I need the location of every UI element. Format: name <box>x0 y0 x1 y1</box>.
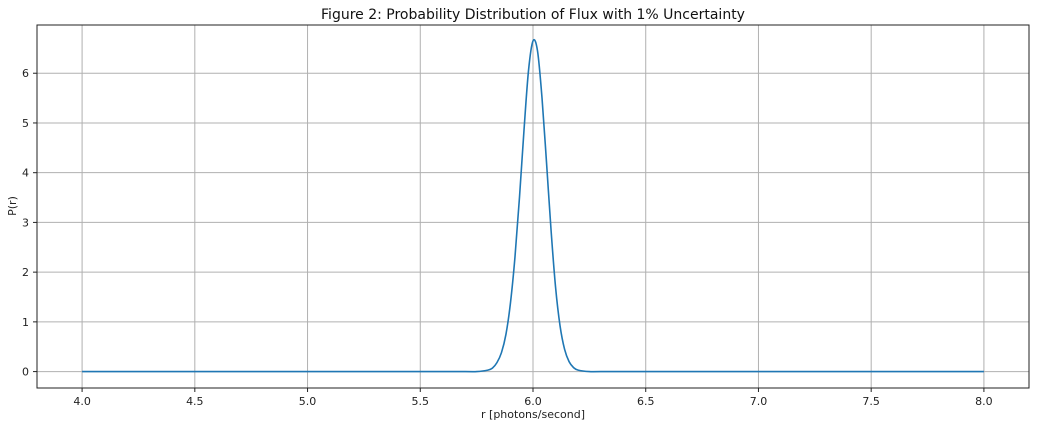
series-layer <box>82 38 984 373</box>
x-tick-label: 5.5 <box>412 395 430 408</box>
y-tick-label: 6 <box>22 67 29 80</box>
y-tick-label: 3 <box>22 216 29 229</box>
y-tick-label: 0 <box>22 366 29 379</box>
y-tick-label: 1 <box>22 316 29 329</box>
x-tick-label: 6.0 <box>524 395 542 408</box>
x-tick-label: 4.5 <box>186 395 204 408</box>
y-tick-label: 5 <box>22 117 29 130</box>
x-tick-label: 5.0 <box>299 395 317 408</box>
chart-title: Figure 2: Probability Distribution of Fl… <box>321 7 745 23</box>
y-tick-label: 4 <box>22 167 29 180</box>
x-tick-label: 7.0 <box>750 395 768 408</box>
x-tick-label: 4.0 <box>73 395 91 408</box>
x-tick-label: 8.0 <box>975 395 993 408</box>
grid <box>37 25 1029 388</box>
x-tick-label: 7.5 <box>862 395 880 408</box>
x-axis-label: r [photons/second] <box>481 408 585 421</box>
x-axis: 4.0 4.5 5.0 5.5 6.0 6.5 7.0 7.5 8.0 <box>73 388 993 408</box>
y-axis: 0 1 2 3 4 5 6 <box>22 67 37 379</box>
y-axis-label: P(r) <box>6 196 19 216</box>
series-line <box>82 38 984 373</box>
x-tick-label: 6.5 <box>637 395 655 408</box>
y-tick-label: 2 <box>22 266 29 279</box>
